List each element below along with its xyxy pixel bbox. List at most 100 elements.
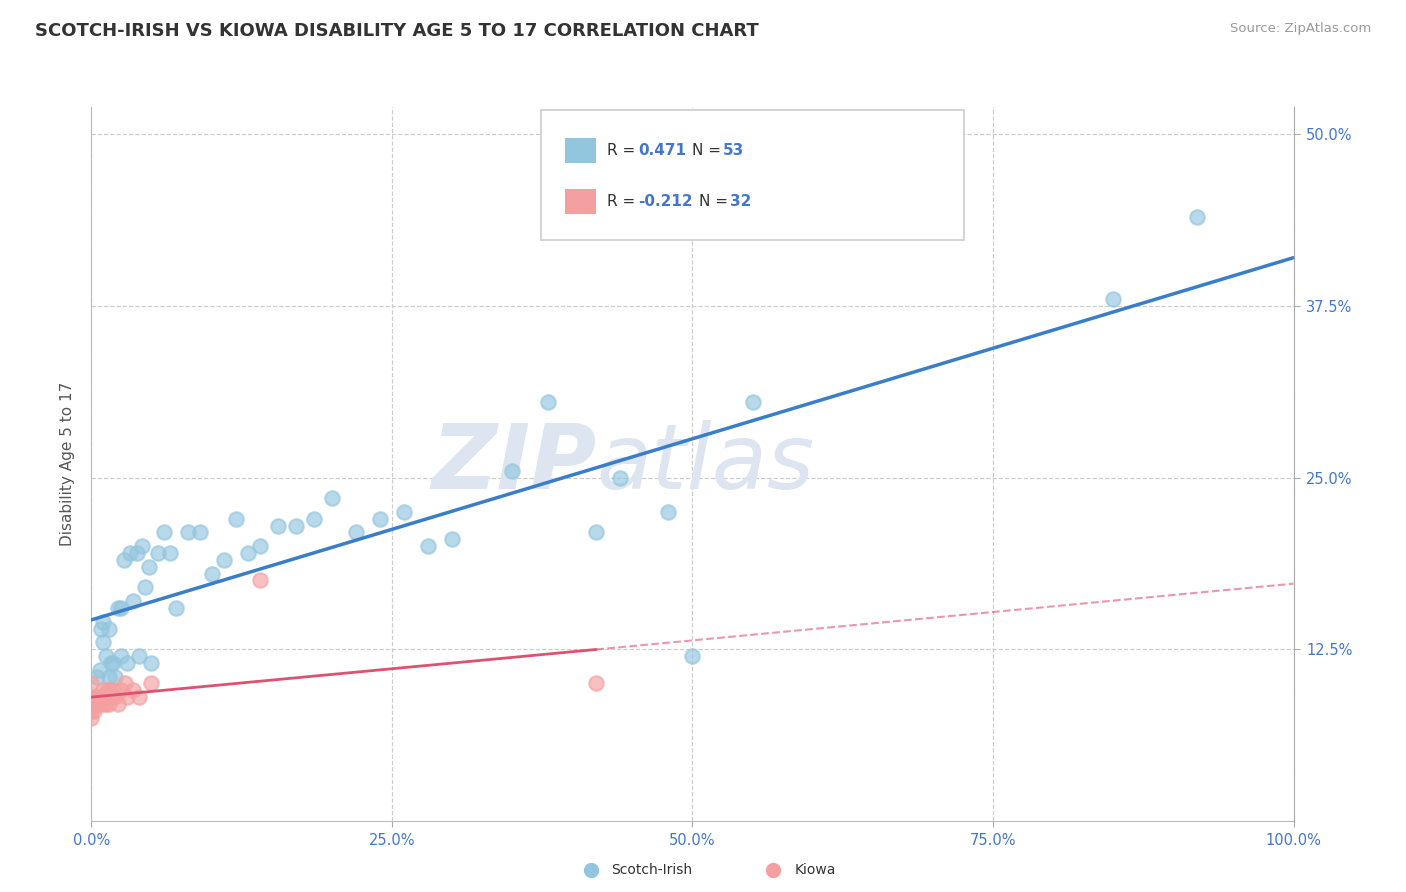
Point <box>93 615 115 629</box>
Point <box>107 697 129 711</box>
Point <box>86 690 108 705</box>
Point <box>107 601 129 615</box>
Point <box>249 539 271 553</box>
Point <box>80 697 103 711</box>
Point <box>90 622 112 636</box>
Text: N =: N = <box>699 194 733 209</box>
Point <box>96 683 118 698</box>
Point <box>141 656 163 670</box>
Point <box>579 863 602 877</box>
Text: ZIP: ZIP <box>432 420 596 508</box>
Point <box>80 711 103 725</box>
Point <box>392 505 415 519</box>
Text: 32: 32 <box>730 194 751 209</box>
Point <box>134 580 156 594</box>
Point <box>537 395 560 409</box>
Point <box>117 656 139 670</box>
Point <box>110 648 132 663</box>
Point <box>87 690 110 705</box>
Point <box>80 704 103 718</box>
Point <box>80 690 103 705</box>
Point <box>98 669 121 683</box>
Point <box>138 559 160 574</box>
Point <box>93 683 115 698</box>
Point <box>267 518 290 533</box>
Point <box>128 690 150 705</box>
Point <box>104 690 127 705</box>
Point <box>112 553 135 567</box>
Point <box>89 663 111 677</box>
Point <box>94 697 117 711</box>
Point <box>416 539 439 553</box>
Point <box>236 546 259 560</box>
Point <box>188 525 211 540</box>
Point <box>585 676 607 690</box>
Point <box>110 683 132 698</box>
Text: Kiowa: Kiowa <box>794 863 835 877</box>
Point <box>284 518 307 533</box>
Point <box>122 594 145 608</box>
Point <box>90 690 112 705</box>
Point <box>114 676 136 690</box>
Text: SCOTCH-IRISH VS KIOWA DISABILITY AGE 5 TO 17 CORRELATION CHART: SCOTCH-IRISH VS KIOWA DISABILITY AGE 5 T… <box>35 22 759 40</box>
Text: 53: 53 <box>723 143 744 158</box>
Point <box>152 525 174 540</box>
Point <box>83 704 105 718</box>
Point <box>100 656 122 670</box>
Point <box>681 648 703 663</box>
Point <box>91 690 114 705</box>
Point <box>131 539 153 553</box>
Point <box>98 697 121 711</box>
Point <box>80 690 103 705</box>
Point <box>159 546 181 560</box>
Point <box>101 683 124 698</box>
Point <box>201 566 224 581</box>
Point <box>225 512 247 526</box>
Point <box>84 697 107 711</box>
Point <box>110 601 132 615</box>
Point <box>98 683 121 698</box>
Point <box>585 525 607 540</box>
Point <box>321 491 343 505</box>
Text: atlas: atlas <box>596 420 814 508</box>
Point <box>93 697 115 711</box>
Point <box>104 669 127 683</box>
Point <box>89 697 111 711</box>
Point <box>146 546 169 560</box>
Point <box>141 676 163 690</box>
Point <box>165 601 187 615</box>
Point <box>93 635 115 649</box>
Point <box>122 683 145 698</box>
Point <box>125 546 148 560</box>
Point <box>128 648 150 663</box>
Text: Source: ZipAtlas.com: Source: ZipAtlas.com <box>1230 22 1371 36</box>
Point <box>98 622 121 636</box>
Point <box>118 546 141 560</box>
Point <box>368 512 391 526</box>
Text: R =: R = <box>607 194 640 209</box>
Point <box>609 470 631 484</box>
Point <box>1187 210 1209 224</box>
Point <box>741 395 763 409</box>
Point <box>657 505 679 519</box>
Point <box>84 697 107 711</box>
Point <box>440 533 463 547</box>
Point <box>302 512 325 526</box>
Point <box>86 669 108 683</box>
Text: Scotch-Irish: Scotch-Irish <box>612 863 693 877</box>
Y-axis label: Disability Age 5 to 17: Disability Age 5 to 17 <box>60 382 76 546</box>
Text: -0.212: -0.212 <box>638 194 693 209</box>
Point <box>101 656 124 670</box>
Point <box>501 464 523 478</box>
Text: 0.471: 0.471 <box>638 143 686 158</box>
Text: N =: N = <box>692 143 725 158</box>
Text: R =: R = <box>607 143 640 158</box>
Point <box>212 553 235 567</box>
Point <box>1102 292 1125 306</box>
Point <box>117 690 139 705</box>
Point <box>94 648 117 663</box>
Point <box>80 676 103 690</box>
Point <box>762 863 785 877</box>
Point <box>344 525 367 540</box>
Point <box>176 525 198 540</box>
